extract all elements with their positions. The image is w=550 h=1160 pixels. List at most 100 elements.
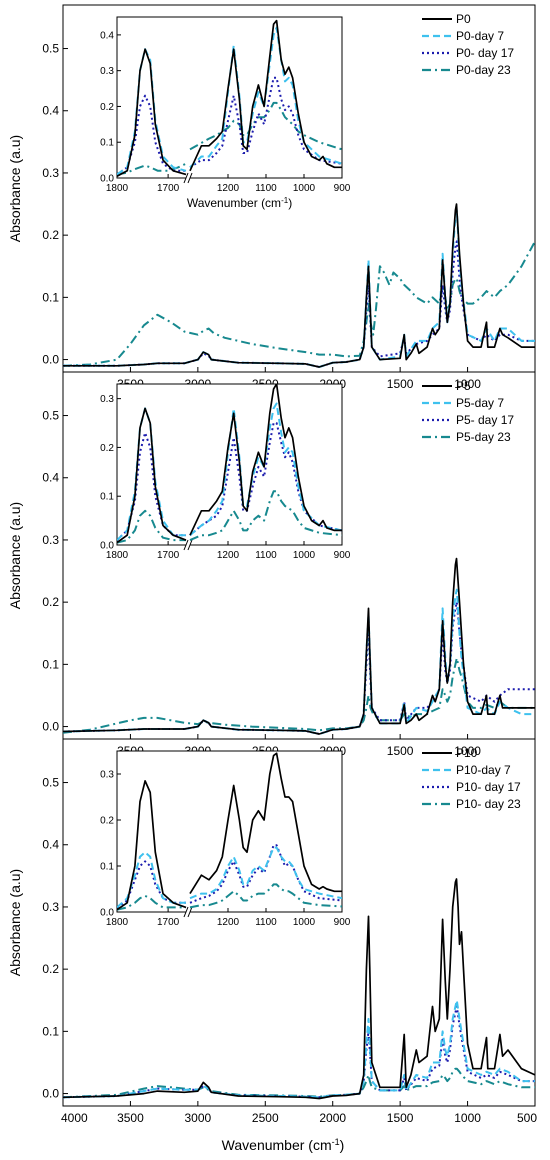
inset-series-line-P5-day-23-left: [117, 509, 186, 544]
x-tick-label: 1000: [454, 1111, 481, 1125]
inset-frame: [116, 750, 343, 913]
series-line-P5-day-23: [63, 657, 535, 734]
inset-series-line-P10--day-17-right: [189, 844, 342, 904]
y-tick-label: 0.0: [42, 720, 59, 734]
x-tick-label: 3500: [117, 1111, 144, 1125]
y-tick-label: 0.3: [42, 900, 59, 914]
inset-P10: 0.0 0.1 0.2 0.3 1800 1700 1200 1100 1000 900: [100, 750, 351, 928]
inset-x-tick-label: 900: [334, 917, 351, 928]
y-tick-label: 0.4: [42, 838, 59, 852]
inset-x-axis-title-main: Wavenumber (cm: [187, 196, 281, 210]
x-axis-title-close: ): [340, 1137, 345, 1153]
inset-axis-break-gap: [186, 906, 190, 918]
legend-label: P0: [456, 12, 471, 26]
inset-x-axis-title: Wavenumber (cm-1): [187, 196, 292, 210]
y-tick-label: 0.4: [42, 471, 59, 485]
inset-P5: 0.0 0.1 0.2 0.3 1800 1700 1200 1100 1000 900: [100, 383, 351, 561]
inset-series-line-P0-right: [189, 19, 342, 172]
inset-series-line-P10-left: [117, 780, 187, 911]
y-tick-label: 0.2: [42, 228, 59, 242]
inset-axis-break-gap: [186, 172, 190, 184]
inset-axis-break-mark: [183, 172, 189, 184]
y-tick-label: 0.1: [42, 657, 59, 671]
y-tick-label: 0.5: [42, 776, 59, 790]
series-line-P0: [63, 203, 535, 368]
series-line-P5-day-7: [63, 588, 535, 735]
y-axis-title: Absorbance (a.u): [7, 869, 23, 976]
inset-x-tick-label: 1100: [255, 183, 277, 194]
inset-series-line-P10-right: [189, 752, 342, 895]
inset-y-tick-label: 0.2: [100, 443, 114, 454]
inset-x-axis-title-sup: -1: [281, 196, 289, 205]
inset-series-line-P10-day-7-right: [189, 846, 342, 900]
legend-label: P0-day 7: [456, 29, 504, 43]
x-axis-title-main: Wavenumber (cm: [222, 1137, 332, 1153]
panel-frame: [62, 738, 536, 1107]
x-tick-label: 1000: [454, 377, 481, 391]
inset-series-line-P5-right: [189, 384, 342, 536]
x-axis-title: Wavenumber (cm-1): [222, 1137, 345, 1153]
inset-y-tick-label: 0.3: [100, 394, 114, 405]
legend-label: P10: [456, 746, 478, 760]
series-line-P10--day-23: [63, 1067, 535, 1099]
inset-series-line-P5-left: [117, 407, 187, 544]
y-axis-title: Absorbance (a.u): [7, 502, 23, 609]
y-tick-label: 0.1: [42, 290, 59, 304]
inset-y-tick-label: 0.1: [100, 138, 114, 149]
inset-x-tick-label: 900: [334, 183, 351, 194]
inset-x-tick-label: 1800: [106, 550, 129, 561]
series-line-P5: [63, 557, 535, 735]
x-tick-label: 2500: [252, 1111, 279, 1125]
x-tick-label: 1500: [387, 744, 414, 758]
legend-label: P5: [456, 379, 471, 393]
inset-series-line-P5-day-7-right: [189, 402, 342, 536]
inset-y-tick-label: 0.0: [100, 541, 114, 552]
inset-x-tick-label: 1000: [293, 550, 316, 561]
panels-group: 0.0 0.1 0.2 0.3 0.4 0.5 3500 3000 2500 2000 1500 10…: [7, 4, 537, 1125]
panel-P0: 0.00.10.20.30.40.53500300025002000150010…: [7, 4, 536, 391]
legend-label: P10-day 7: [456, 763, 511, 777]
inset-y-tick-label: 0.1: [100, 862, 114, 873]
y-axis-title: Absorbance (a.u): [7, 135, 23, 242]
y-tick-label: 0.0: [42, 353, 59, 367]
inset-series-line-P10--day-23-right: [189, 883, 342, 909]
x-tick-label: 1500: [387, 377, 414, 391]
inset-axis-break-mark: [187, 539, 193, 551]
legend-label: P5- day 17: [456, 413, 514, 427]
inset-series-line-P0--day-17-right: [189, 76, 342, 169]
x-axis-title-sup: -1: [332, 1137, 340, 1147]
inset-axis-break-mark: [187, 906, 193, 918]
inset-x-tick-label: 900: [334, 550, 351, 561]
panel-P10: 0.0 0.1 0.2 0.3 0.4 0.5 4000 3500 3000 2500 2000 15…: [7, 738, 537, 1125]
y-tick-label: 0.2: [42, 962, 59, 976]
y-tick-label: 0.3: [42, 166, 59, 180]
inset-y-tick-label: 0.1: [100, 492, 114, 503]
inset-x-tick-label: 1100: [255, 917, 277, 928]
inset-y-tick-label: 0.0: [100, 908, 114, 919]
legend-label: P0- day 17: [456, 46, 514, 60]
x-tick-label: 2000: [319, 1111, 346, 1125]
inset-series-line-P0-left: [117, 48, 187, 177]
legend-label: P5-day 23: [456, 430, 511, 444]
inset-x-tick-label: 1000: [293, 917, 316, 928]
y-tick-label: 0.3: [42, 533, 59, 547]
legend-label: P10- day 23: [456, 797, 521, 811]
inset-x-tick-label: 1700: [157, 917, 180, 928]
series-line-P0-day-7: [63, 209, 535, 368]
series-line-P10-day-7: [63, 999, 535, 1099]
inset-x-tick-label: 1200: [217, 183, 240, 194]
x-tick-label: 3000: [185, 1111, 212, 1125]
y-tick-label: 0.2: [42, 595, 59, 609]
legend-label: P0-day 23: [456, 63, 511, 77]
inset-x-tick-label: 1200: [217, 917, 240, 928]
inset-axis-break-mark: [183, 906, 189, 918]
y-tick-label: 0.4: [42, 104, 59, 118]
inset-x-tick-label: 1700: [157, 183, 180, 194]
inset-x-tick-label: 1100: [255, 550, 277, 561]
series-line-P0-day-23: [63, 240, 535, 367]
inset-series-line-P0-day-23-left: [117, 162, 187, 176]
x-tick-label: 4000: [61, 1111, 88, 1125]
inset-y-tick-label: 0.3: [100, 66, 114, 77]
y-tick-label: 0.5: [42, 409, 59, 423]
inset-axis-break-gap: [186, 539, 190, 551]
